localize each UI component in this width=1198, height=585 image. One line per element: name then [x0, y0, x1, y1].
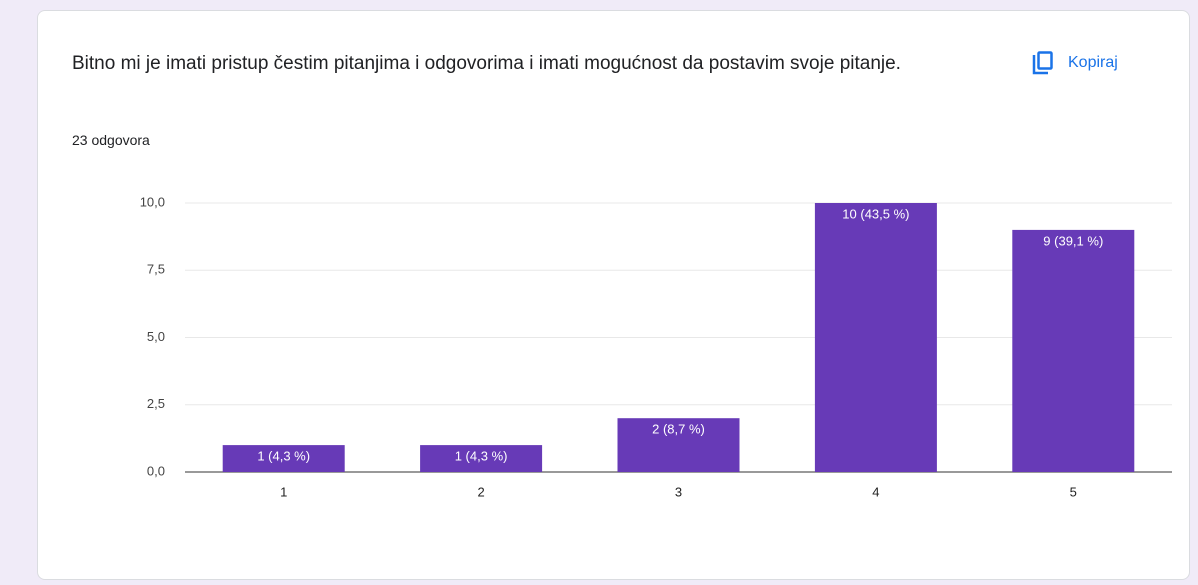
value-label: 9 (39,1 %) — [1043, 233, 1103, 248]
question-title: Bitno mi je imati pristup čestim pitanji… — [72, 53, 901, 74]
y-tick-label: 0,0 — [147, 463, 165, 478]
x-tick-label: 1 — [280, 484, 287, 499]
bar — [1012, 229, 1135, 472]
card: Bitno mi je imati pristup čestim pitanji… — [37, 10, 1190, 580]
x-tick-label: 2 — [477, 484, 484, 499]
y-tick-label: 5,0 — [147, 329, 165, 344]
bar — [222, 445, 345, 472]
value-label: 1 (4,3 %) — [455, 449, 508, 464]
y-tick-label: 2,5 — [147, 396, 165, 411]
value-label: 1 (4,3 %) — [257, 449, 310, 464]
y-tick-label: 7,5 — [147, 262, 165, 277]
value-label: 10 (43,5 %) — [842, 206, 909, 221]
x-tick-label: 3 — [675, 484, 682, 499]
bar — [814, 203, 937, 472]
y-tick-label: 10,0 — [140, 194, 165, 209]
response-count: 23 odgovora — [72, 132, 150, 148]
x-tick-label: 4 — [872, 484, 879, 499]
copy-label: Kopiraj — [1068, 54, 1118, 71]
x-tick-label: 5 — [1070, 484, 1077, 499]
copy-icon — [1032, 51, 1053, 75]
value-label: 2 (8,7 %) — [652, 422, 705, 437]
copy-button[interactable]: Kopiraj — [1032, 51, 1118, 75]
bar — [420, 445, 543, 472]
bar — [617, 418, 740, 472]
